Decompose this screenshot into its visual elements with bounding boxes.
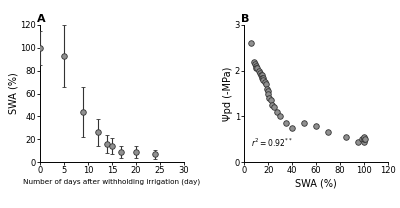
Point — [361, 138, 367, 141]
Point — [343, 135, 349, 139]
Point — [273, 110, 280, 114]
Point — [361, 140, 367, 143]
Y-axis label: SWA (%): SWA (%) — [9, 73, 19, 114]
Point — [355, 140, 361, 143]
Point — [253, 67, 259, 70]
Point — [255, 69, 262, 72]
Point — [264, 87, 270, 91]
Point — [325, 131, 331, 134]
Point — [289, 126, 295, 130]
Point — [248, 42, 254, 45]
X-axis label: Number of days after withholding irrigation (day): Number of days after withholding irrigat… — [23, 178, 200, 185]
Point — [262, 83, 269, 86]
Point — [259, 76, 265, 79]
Point — [252, 62, 258, 66]
Point — [313, 124, 319, 127]
Point — [362, 138, 368, 141]
Point — [277, 115, 283, 118]
Point — [259, 74, 265, 77]
Text: $r^2 = 0.92^{**}$: $r^2 = 0.92^{**}$ — [251, 136, 293, 149]
Y-axis label: Ψpd (-MPa): Ψpd (-MPa) — [223, 66, 233, 121]
Point — [267, 99, 274, 102]
Point — [358, 138, 365, 141]
Point — [301, 122, 307, 125]
Text: A: A — [37, 14, 46, 24]
Point — [271, 106, 277, 109]
Text: B: B — [241, 14, 250, 24]
Point — [266, 97, 272, 100]
Point — [253, 64, 259, 68]
Point — [254, 67, 260, 70]
Point — [268, 103, 275, 107]
Point — [260, 76, 266, 79]
Point — [256, 71, 263, 75]
Point — [361, 135, 367, 139]
X-axis label: SWA (%): SWA (%) — [295, 178, 337, 188]
Point — [265, 92, 271, 95]
Point — [258, 74, 264, 77]
Point — [261, 80, 268, 84]
Point — [250, 60, 257, 63]
Point — [283, 122, 289, 125]
Point — [265, 90, 271, 93]
Point — [260, 78, 266, 82]
